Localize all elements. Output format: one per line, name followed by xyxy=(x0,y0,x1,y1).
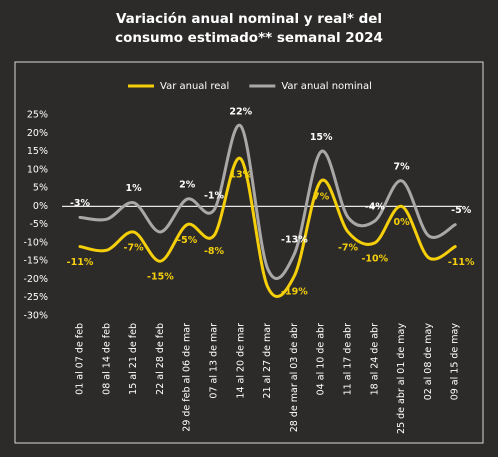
data-label: 1% xyxy=(126,183,143,194)
y-tick-label: 10% xyxy=(27,164,48,175)
legend-label: Var anual nominal xyxy=(281,81,372,92)
x-tick-label: 28 de mar al 03 de abr xyxy=(289,323,300,432)
y-tick-label: -25% xyxy=(23,292,48,303)
data-label: -1% xyxy=(204,191,225,202)
x-tick-label: 15 al 21 de feb xyxy=(128,323,139,395)
chart-title-line-2: consumo estimado** semanal 2024 xyxy=(115,30,383,46)
y-tick-label: 20% xyxy=(27,128,48,139)
data-label: -5% xyxy=(177,235,198,246)
x-tick-label: 22 al 28 de feb xyxy=(155,323,166,395)
y-tick-label: -15% xyxy=(23,256,48,267)
x-tick-label: 02 al 08 de may xyxy=(423,323,434,401)
x-tick-label: 21 al 27 de mar xyxy=(262,323,273,399)
y-tick-label: 0% xyxy=(33,201,48,212)
y-tick-label: -30% xyxy=(23,311,48,322)
data-label: -13% xyxy=(281,234,308,245)
x-tick-label: 25 de abr al 01 de may xyxy=(396,323,407,434)
x-tick-label: 04 al 10 de abr xyxy=(316,323,327,395)
data-label: -15% xyxy=(147,272,174,283)
data-label: 13% xyxy=(229,169,252,180)
data-label: 15% xyxy=(310,132,333,143)
series-line xyxy=(78,123,457,280)
y-tick-label: 25% xyxy=(27,110,48,121)
data-label: -5% xyxy=(451,205,472,216)
x-tick-label: 18 al 24 de abr xyxy=(369,323,380,395)
data-label: -4% xyxy=(365,201,386,212)
y-tick-label: 5% xyxy=(33,183,48,194)
x-tick-label: 08 al 14 de feb xyxy=(101,323,112,395)
x-tick-label: 01 al 07 de feb xyxy=(75,323,86,395)
data-label: 7% xyxy=(313,191,330,202)
series-line xyxy=(78,156,457,298)
x-tick-label: 11 al 17 de abr xyxy=(343,323,354,395)
x-tick-label: 07 al 13 de mar xyxy=(209,323,220,399)
data-label: -19% xyxy=(281,286,308,297)
data-label: -7% xyxy=(124,242,145,253)
data-label: -7% xyxy=(338,242,359,253)
data-label: -3% xyxy=(70,198,91,209)
x-tick-label: 09 al 15 de may xyxy=(450,323,461,401)
data-label: -8% xyxy=(204,246,225,257)
y-tick-label: -10% xyxy=(23,237,48,248)
data-label: 2% xyxy=(179,180,196,191)
y-tick-label: -5% xyxy=(30,219,49,230)
y-tick-label: -20% xyxy=(23,274,48,285)
chart-title-line-1: Variación anual nominal y real* del xyxy=(116,11,382,27)
data-label: -11% xyxy=(448,257,475,268)
x-tick-label: 14 al 20 de mar xyxy=(235,323,246,399)
data-label: -10% xyxy=(361,253,388,264)
chart-frame xyxy=(14,61,484,444)
data-label: 7% xyxy=(394,161,411,172)
data-label: 0% xyxy=(394,217,411,228)
legend-label: Var anual real xyxy=(160,81,229,92)
data-label: -11% xyxy=(67,257,94,268)
y-tick-label: 15% xyxy=(27,146,48,157)
data-label: 22% xyxy=(229,106,252,117)
x-tick-label: 29 de feb al 06 de mar xyxy=(182,323,193,432)
